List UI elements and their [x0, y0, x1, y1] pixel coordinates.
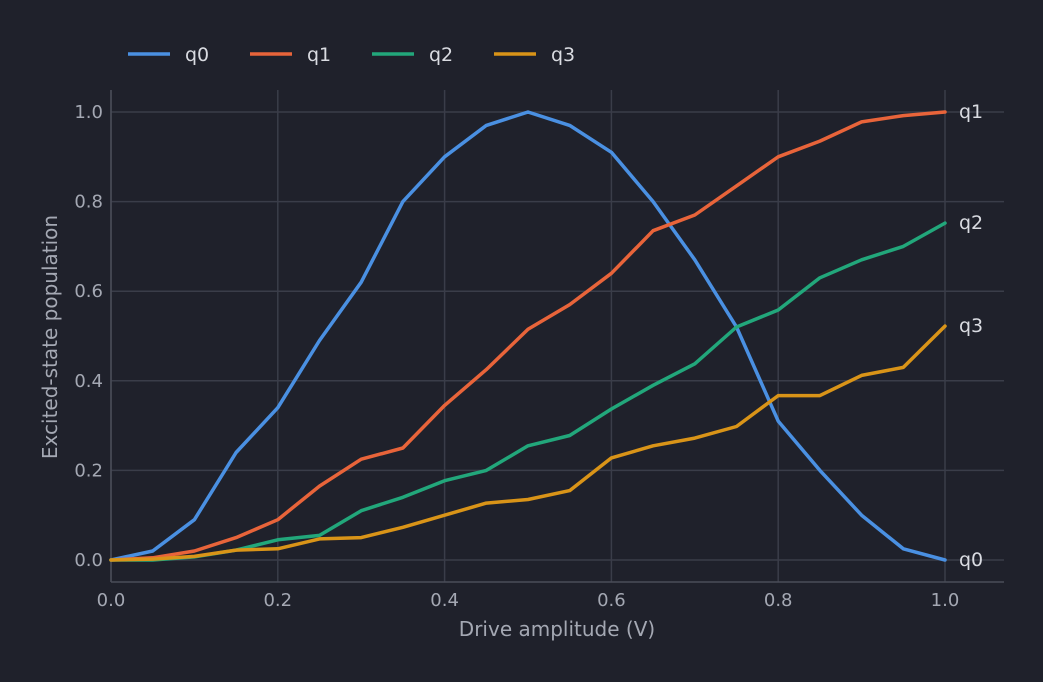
- legend-label-q3: q3: [551, 44, 575, 66]
- y-tick-label: 0.4: [74, 371, 103, 392]
- x-tick-label: 0.2: [263, 590, 292, 611]
- y-axis-title: Excited-state population: [38, 215, 62, 459]
- series-line-q2: [109, 221, 947, 562]
- x-tick-label: 0.0: [97, 590, 126, 611]
- legend: q0 q1 q2 q3: [128, 44, 575, 66]
- end-label-q2: q2: [959, 212, 983, 234]
- y-tick-labels: 0.0 0.2 0.4 0.6 0.8 1.0: [74, 102, 103, 571]
- x-tick-labels: 0.0 0.2 0.4 0.6 0.8 1.0: [97, 590, 960, 611]
- end-label-q0: q0: [959, 549, 983, 571]
- legend-label-q0: q0: [185, 44, 209, 66]
- end-label-q1: q1: [959, 101, 983, 123]
- y-tick-label: 0.6: [74, 281, 103, 302]
- series-line-q1: [109, 110, 947, 562]
- axes-frame: [110, 90, 1004, 583]
- y-tick-label: 0.0: [74, 550, 103, 571]
- x-tick-label: 1.0: [931, 590, 960, 611]
- x-tick-label: 0.6: [597, 590, 626, 611]
- y-tick-label: 0.2: [74, 460, 103, 481]
- y-tick-label: 0.8: [74, 192, 103, 213]
- y-tick-label: 1.0: [74, 102, 103, 123]
- x-tick-label: 0.8: [764, 590, 793, 611]
- series-line-q3: [109, 324, 947, 562]
- x-tick-label: 0.4: [430, 590, 459, 611]
- series-line-q0: [109, 110, 947, 562]
- legend-label-q1: q1: [307, 44, 331, 66]
- x-axis-title: Drive amplitude (V): [459, 617, 655, 641]
- legend-label-q2: q2: [429, 44, 453, 66]
- end-label-q3: q3: [959, 315, 983, 337]
- series-end-labels: q0 q1 q2 q3: [959, 101, 983, 571]
- grid-lines: [110, 90, 1004, 582]
- series-lines: [109, 110, 947, 562]
